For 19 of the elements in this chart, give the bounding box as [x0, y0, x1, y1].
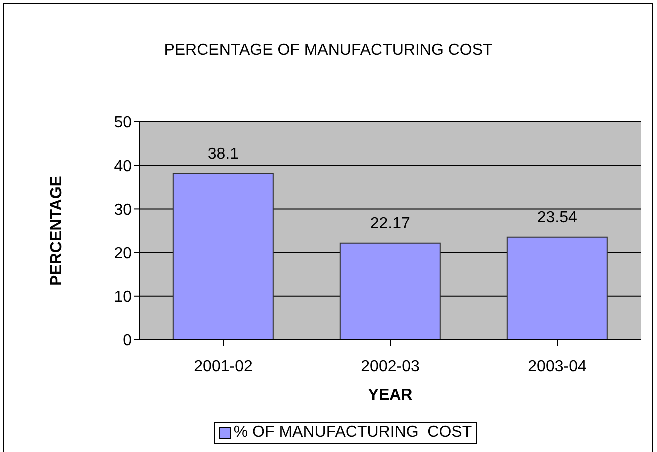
chart-title: PERCENTAGE OF MANUFACTURING COST: [163, 42, 494, 60]
y-tick-label: 0: [123, 332, 132, 350]
x-tick-label: 2003-04: [528, 358, 587, 376]
bar: [340, 242, 441, 340]
bar: [506, 236, 608, 340]
x-tick-label: 2001-02: [194, 358, 253, 376]
y-tick-label: 20: [114, 245, 132, 262]
data-label: 38.1: [208, 146, 240, 163]
x-axis-title: YEAR: [368, 387, 414, 404]
y-tick-label: 40: [114, 158, 132, 176]
x-tick-label: 2002-03: [361, 358, 420, 376]
y-axis-title: PERCENTAGE: [48, 176, 66, 286]
legend-label: % OF MANUFACTURING COST: [232, 424, 472, 442]
y-tick-label: 10: [114, 289, 132, 306]
y-tick-label: 30: [114, 202, 132, 219]
data-label: 23.54: [537, 209, 578, 226]
bar: [172, 173, 274, 340]
y-tick-label: 50: [114, 114, 132, 132]
data-label: 22.17: [370, 215, 411, 232]
